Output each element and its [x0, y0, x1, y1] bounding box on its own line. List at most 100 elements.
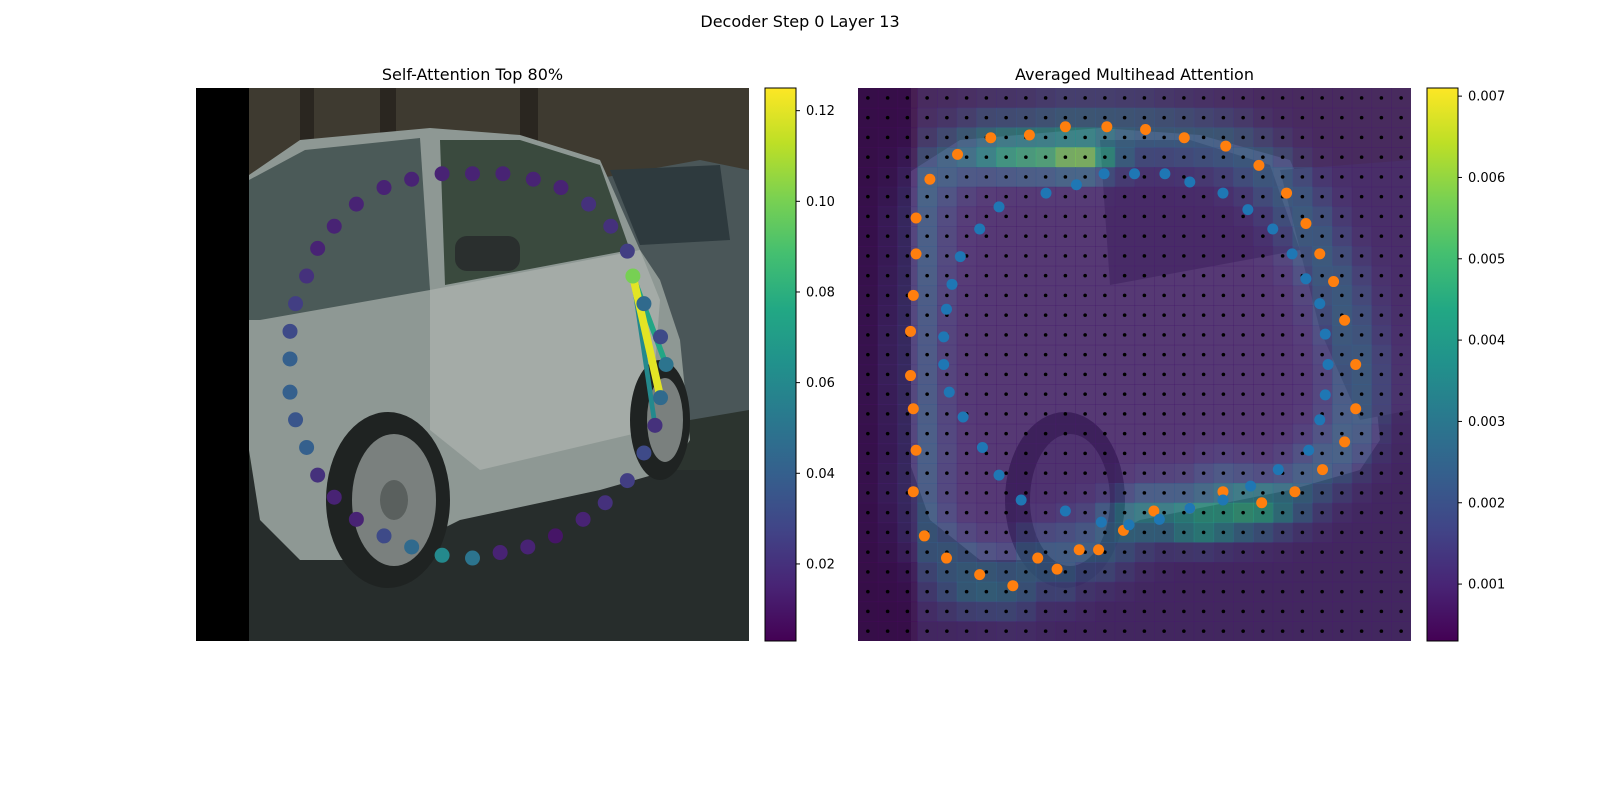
attention-point: [376, 528, 392, 544]
grid-dot: [1359, 254, 1364, 258]
grid-dot: [1399, 313, 1403, 317]
grid-dot: [1280, 254, 1285, 258]
grid-dot: [1024, 530, 1028, 535]
grid-dot: [866, 589, 870, 594]
grid-dot: [1043, 96, 1048, 100]
grid-dot: [945, 372, 949, 377]
grid-dot: [1043, 589, 1048, 594]
grid-dot: [1320, 135, 1324, 140]
grid-dot: [1340, 491, 1344, 495]
grid-dot: [1142, 194, 1147, 199]
grid-dot: [1063, 234, 1068, 238]
grid-dot: [1201, 293, 1206, 298]
grid-dot: [1201, 115, 1206, 120]
grid-dot: [1083, 510, 1087, 515]
grid-dot: [1261, 135, 1265, 140]
grid-dot: [1359, 372, 1364, 377]
grid-dot: [1300, 609, 1305, 614]
grid-dot: [925, 254, 929, 258]
grid-dot: [1221, 115, 1226, 120]
grid-dot: [1221, 451, 1226, 456]
grid-dot: [1399, 254, 1403, 258]
grid-dot: [905, 412, 910, 416]
grid-dot: [1399, 96, 1403, 100]
grid-dot: [1300, 510, 1305, 515]
grid-dot: [1241, 570, 1245, 574]
grid-dot: [1182, 214, 1186, 219]
grid-dot: [1399, 530, 1403, 535]
grid-dot: [945, 194, 949, 199]
grid-dot: [1340, 194, 1344, 199]
grid-dot: [945, 471, 949, 475]
grid-dot: [1103, 550, 1107, 554]
series-point-reference: [1123, 519, 1135, 531]
grid-dot: [945, 234, 949, 238]
grid-dot: [984, 313, 989, 317]
grid-dot: [1261, 214, 1265, 219]
grid-dot: [1379, 609, 1384, 614]
grid-dot: [1340, 333, 1344, 337]
series-point-predicted: [1217, 486, 1229, 498]
grid-dot: [964, 570, 969, 574]
grid-dot: [925, 629, 929, 633]
grid-dot: [1103, 629, 1107, 633]
series-point-reference: [1314, 298, 1326, 310]
grid-dot: [1063, 293, 1068, 298]
grid-dot: [1122, 194, 1127, 199]
colorbar-tick-label: 0.004: [1468, 334, 1505, 349]
grid-dot: [1024, 115, 1028, 120]
attention-point: [653, 390, 669, 406]
grid-dot: [885, 550, 890, 554]
grid-dot: [1182, 471, 1186, 475]
grid-dot: [1379, 214, 1384, 219]
grid-dot: [1201, 155, 1206, 159]
grid-dot: [1359, 194, 1364, 199]
grid-dot: [1221, 609, 1226, 614]
grid-dot: [945, 175, 949, 179]
grid-dot: [866, 96, 870, 100]
grid-dot: [866, 293, 870, 298]
grid-dot: [1083, 135, 1087, 140]
series-point-reference: [1286, 248, 1298, 260]
attention-point: [288, 296, 304, 312]
grid-dot: [1399, 214, 1403, 219]
grid-dot: [1280, 609, 1285, 614]
attention-point: [310, 467, 326, 483]
grid-dot: [1043, 412, 1048, 416]
grid-dot: [1399, 273, 1403, 278]
grid-dot: [1004, 372, 1008, 377]
grid-dot: [984, 510, 989, 515]
grid-dot: [925, 96, 929, 100]
series-point-reference: [976, 441, 988, 453]
colorbar-tick-label: 0.04: [806, 467, 835, 482]
series-point-predicted: [1256, 497, 1268, 509]
grid-dot: [1122, 96, 1127, 100]
grid-dot: [925, 293, 929, 298]
grid-dot: [1379, 392, 1384, 396]
grid-dot: [1300, 155, 1305, 159]
grid-dot: [1221, 96, 1226, 100]
grid-dot: [1024, 194, 1028, 199]
grid-dot: [1399, 333, 1403, 337]
grid-dot: [1280, 372, 1285, 377]
grid-dot: [1142, 589, 1147, 594]
grid-dot: [984, 589, 989, 594]
grid-dot: [1043, 491, 1048, 495]
attention-point: [282, 384, 298, 400]
grid-dot: [1379, 313, 1384, 317]
colorbar-tick-label: 0.006: [1468, 171, 1505, 186]
grid-dot: [1241, 273, 1245, 278]
grid-dot: [1399, 570, 1403, 574]
colorbar-tick-label: 0.002: [1468, 496, 1505, 511]
grid-dot: [984, 629, 989, 633]
grid-dot: [1201, 491, 1206, 495]
series-point-predicted: [907, 486, 919, 498]
grid-dot: [1221, 412, 1226, 416]
attention-point: [525, 171, 541, 187]
grid-dot: [1379, 629, 1384, 633]
series-point-predicted: [1140, 123, 1152, 135]
grid-dot: [1340, 352, 1344, 357]
grid-dot: [1201, 313, 1206, 317]
grid-dot: [1004, 293, 1008, 298]
